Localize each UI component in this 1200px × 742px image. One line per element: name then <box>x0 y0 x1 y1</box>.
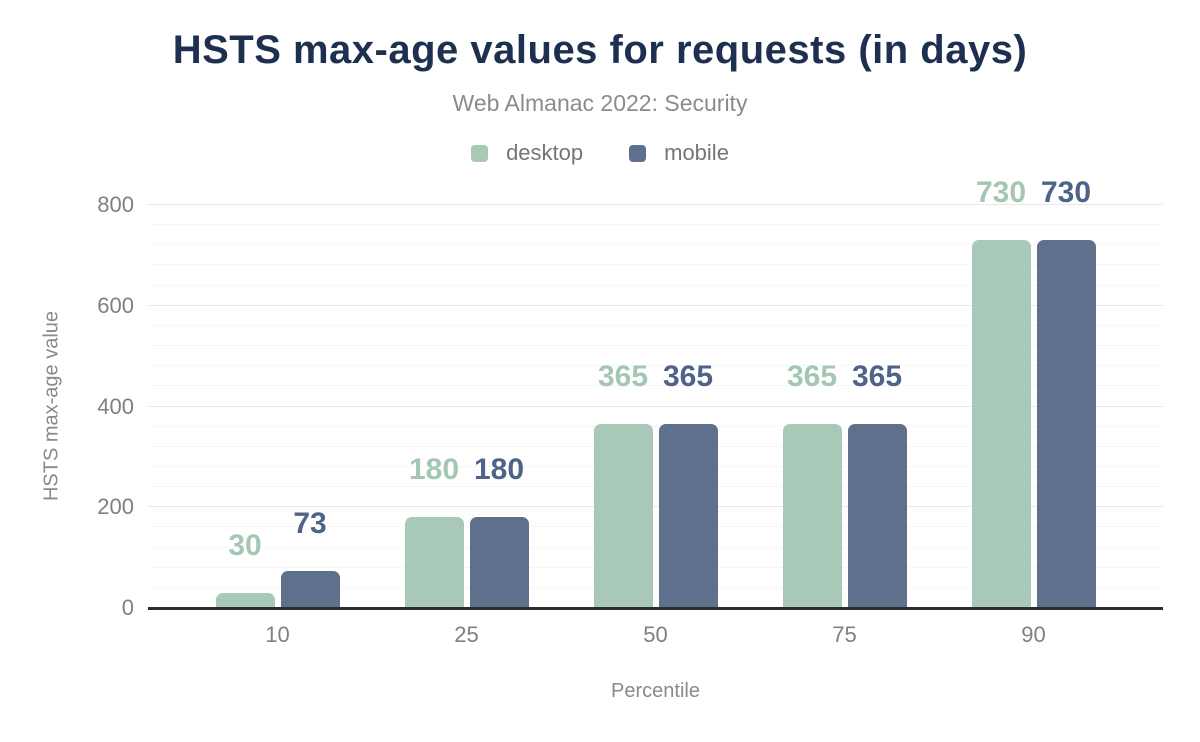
chart-subtitle: Web Almanac 2022: Security <box>452 90 748 116</box>
bar-value-label-desktop-p75: 365 <box>786 360 838 393</box>
minor-gridline <box>148 365 1163 367</box>
x-axis-title: Percentile <box>611 680 700 702</box>
minor-gridline <box>148 324 1163 326</box>
x-tick-label: 75 <box>832 622 857 647</box>
y-tick-label: 200 <box>97 494 134 520</box>
legend-swatch-mobile-icon <box>629 144 647 162</box>
minor-gridline <box>148 566 1163 568</box>
minor-gridline <box>148 264 1163 266</box>
bar-value-label-mobile-p25: 180 <box>473 453 525 486</box>
bar-mobile-p90 <box>1036 240 1096 608</box>
bar-mobile-p75 <box>847 424 907 608</box>
x-tick-label: 25 <box>454 622 479 647</box>
bar-desktop-p10 <box>215 593 275 608</box>
minor-gridline <box>148 445 1163 447</box>
chart-legend: desktop mobile <box>0 140 1200 166</box>
bar-value-label-desktop-p25: 180 <box>408 453 460 486</box>
y-tick-label: 0 <box>121 595 134 620</box>
bar-desktop-p75 <box>782 424 842 608</box>
bar-mobile-p50 <box>658 424 718 608</box>
legend-item-mobile: mobile <box>629 140 729 166</box>
bar-value-label-desktop-p50: 365 <box>597 360 649 393</box>
x-axis-line <box>148 607 1163 610</box>
legend-item-desktop: desktop <box>471 140 583 166</box>
x-tick-label: 50 <box>643 622 668 647</box>
bar-value-label-mobile-p75: 365 <box>851 360 903 393</box>
minor-gridline <box>148 465 1163 467</box>
minor-gridline <box>148 345 1163 347</box>
major-gridline <box>148 405 1163 407</box>
y-tick-label: 800 <box>97 192 134 217</box>
bar-desktop-p90 <box>971 240 1031 608</box>
legend-swatch-desktop-icon <box>471 144 489 162</box>
y-tick-label: 600 <box>97 292 134 318</box>
major-gridline <box>148 204 1163 205</box>
major-gridline <box>148 304 1163 306</box>
minor-gridline <box>148 425 1163 427</box>
bar-value-label-desktop-p10: 30 <box>228 529 262 562</box>
minor-gridline <box>148 284 1163 286</box>
bar-value-label-mobile-p50: 365 <box>662 360 714 393</box>
major-gridline <box>148 506 1163 508</box>
minor-gridline <box>148 486 1163 488</box>
bar-desktop-p50 <box>593 424 653 608</box>
x-tick-label: 90 <box>1021 622 1046 647</box>
legend-label-mobile: mobile <box>664 140 729 165</box>
y-tick-label: 400 <box>97 393 134 419</box>
legend-label-desktop: desktop <box>506 140 584 165</box>
x-tick-label: 10 <box>265 622 290 647</box>
bar-value-label-mobile-p90: 730 <box>1040 176 1092 209</box>
chart-title: HSTS max-age values for requests (in day… <box>172 28 1028 72</box>
minor-gridline <box>148 385 1163 387</box>
bar-value-label-desktop-p90: 730 <box>975 176 1027 209</box>
minor-gridline <box>148 224 1163 226</box>
minor-gridline <box>148 526 1163 528</box>
plot-area: Percentile 0 200 400 600 800 30 73 10 180 180 25 36… <box>97 178 1163 702</box>
bar-desktop-p25 <box>404 517 464 608</box>
bar-mobile-p10 <box>280 571 340 608</box>
minor-gridline <box>148 546 1163 548</box>
minor-gridline <box>148 586 1163 588</box>
minor-gridline <box>148 244 1163 246</box>
bar-value-label-mobile-p10: 73 <box>293 507 327 540</box>
bar-mobile-p25 <box>469 517 529 608</box>
